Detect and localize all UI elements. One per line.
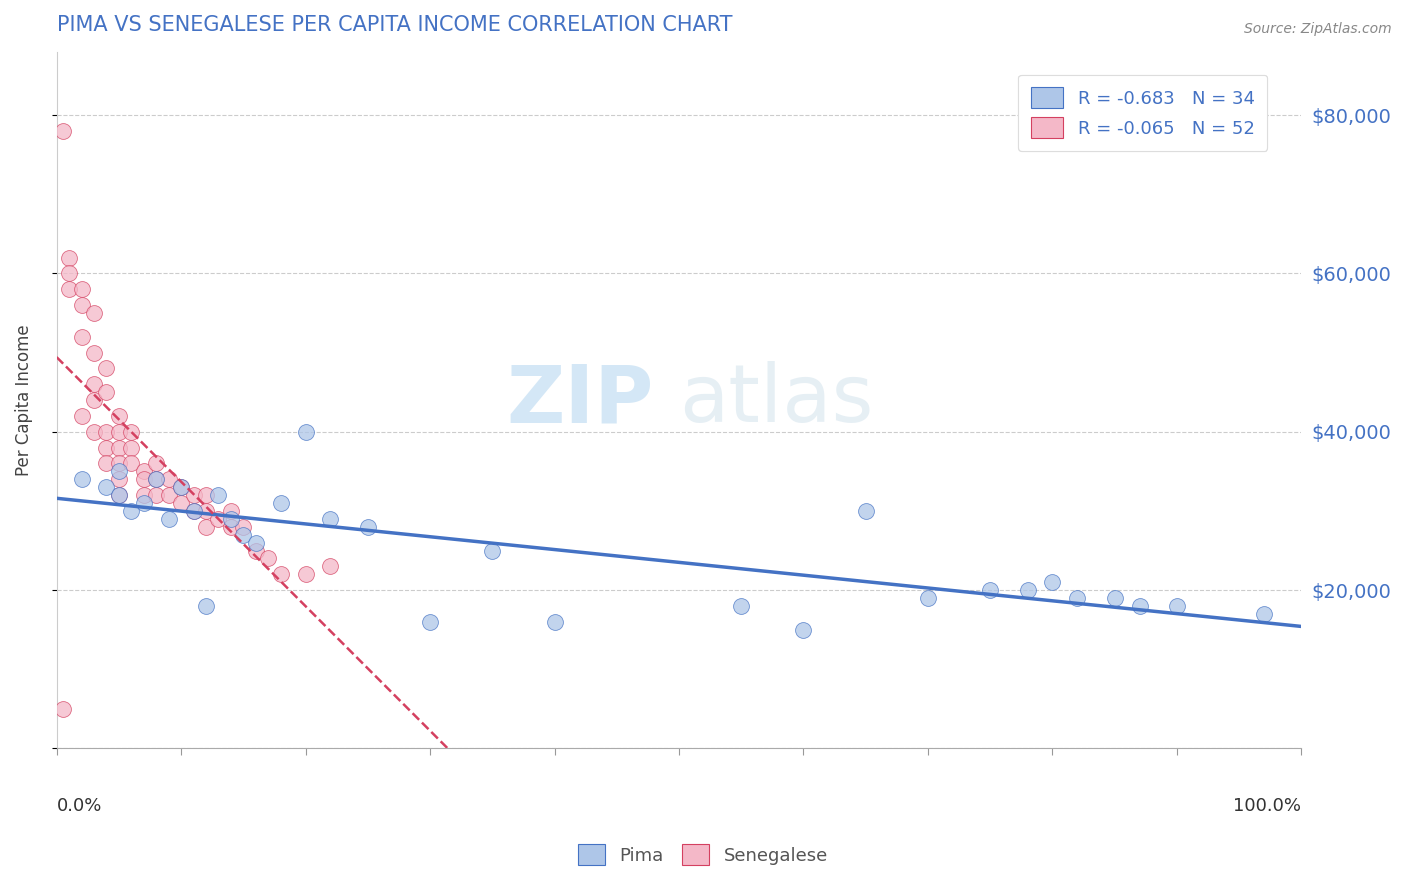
Point [108, 457, 131, 471]
Text: PIMA VS SENEGALESE PER CAPITA INCOME CORRELATION CHART: PIMA VS SENEGALESE PER CAPITA INCOME COR… [56, 15, 733, 35]
Point [70, 282, 93, 296]
Point [157, 472, 180, 486]
Point [108, 472, 131, 486]
Point [132, 472, 155, 486]
Point [120, 441, 142, 455]
Point [419, 615, 441, 629]
Point [195, 599, 218, 613]
Point [245, 535, 267, 549]
Point [207, 512, 229, 526]
Point [219, 504, 242, 518]
Point [183, 504, 205, 518]
Text: 0.0%: 0.0% [56, 797, 103, 815]
Point [195, 504, 218, 518]
Point [70, 298, 93, 312]
Point [270, 496, 292, 510]
Point [170, 480, 193, 494]
Point [319, 512, 342, 526]
Point [1104, 591, 1126, 605]
Point [83, 306, 105, 320]
Point [145, 457, 167, 471]
Point [70, 472, 93, 486]
Point [157, 512, 180, 526]
Point [170, 480, 193, 494]
Point [195, 488, 218, 502]
Text: atlas: atlas [679, 361, 873, 439]
Point [145, 472, 167, 486]
Point [730, 599, 752, 613]
Point [232, 527, 254, 541]
Point [1042, 575, 1064, 590]
Point [1166, 599, 1188, 613]
Point [270, 567, 292, 582]
Point [108, 488, 131, 502]
Legend: Pima, Senegalese: Pima, Senegalese [569, 835, 837, 874]
Point [132, 496, 155, 510]
Point [294, 567, 316, 582]
Point [120, 457, 142, 471]
Point [294, 425, 316, 439]
Point [1253, 607, 1275, 621]
Point [58, 282, 80, 296]
Point [319, 559, 342, 574]
Point [979, 583, 1001, 598]
Point [792, 623, 814, 637]
Point [108, 441, 131, 455]
Point [52, 702, 75, 716]
Point [232, 520, 254, 534]
Point [83, 377, 105, 392]
Point [207, 488, 229, 502]
Point [132, 488, 155, 502]
Point [195, 520, 218, 534]
Point [183, 488, 205, 502]
Point [1066, 591, 1088, 605]
Text: 100.0%: 100.0% [1233, 797, 1302, 815]
Y-axis label: Per Capita Income: Per Capita Income [15, 325, 32, 476]
Legend: R = -0.683   N = 34, R = -0.065   N = 52: R = -0.683 N = 34, R = -0.065 N = 52 [1018, 75, 1267, 151]
Point [83, 425, 105, 439]
Text: Source: ZipAtlas.com: Source: ZipAtlas.com [1244, 22, 1392, 37]
Point [96, 425, 118, 439]
Point [132, 464, 155, 478]
Text: ZIP: ZIP [506, 361, 654, 439]
Point [58, 267, 80, 281]
Point [145, 488, 167, 502]
Point [481, 543, 503, 558]
Point [1017, 583, 1039, 598]
Point [70, 330, 93, 344]
Point [96, 441, 118, 455]
Point [219, 512, 242, 526]
Point [70, 409, 93, 423]
Point [157, 488, 180, 502]
Point [120, 504, 142, 518]
Point [83, 393, 105, 408]
Point [108, 409, 131, 423]
Point [52, 124, 75, 138]
Point [543, 615, 565, 629]
Point [1129, 599, 1152, 613]
Point [96, 480, 118, 494]
Point [917, 591, 939, 605]
Point [183, 504, 205, 518]
Point [108, 425, 131, 439]
Point [96, 361, 118, 376]
Point [83, 345, 105, 359]
Point [96, 385, 118, 400]
Point [170, 496, 193, 510]
Point [245, 543, 267, 558]
Point [96, 457, 118, 471]
Point [357, 520, 380, 534]
Point [855, 504, 877, 518]
Point [145, 472, 167, 486]
Point [219, 520, 242, 534]
Point [257, 551, 280, 566]
Point [120, 425, 142, 439]
Point [108, 488, 131, 502]
Point [108, 464, 131, 478]
Point [58, 251, 80, 265]
